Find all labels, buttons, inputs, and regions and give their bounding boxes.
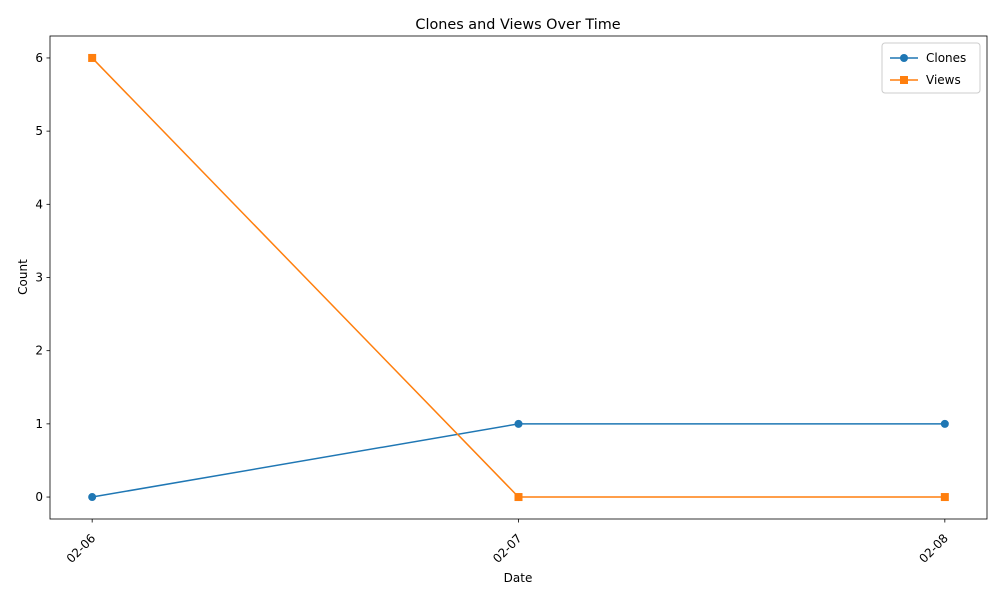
data-point-clones — [88, 493, 97, 502]
y-axis-label: Count — [16, 259, 30, 295]
axes-frame — [49, 35, 988, 520]
legend-label-views: Views — [926, 73, 961, 87]
x-axis-label: Date — [504, 571, 533, 585]
y-tick-label: 4 — [35, 197, 43, 211]
legend-marker-clones — [900, 54, 908, 62]
y-tick-label: 1 — [35, 417, 43, 431]
data-point-views — [88, 53, 97, 62]
data-point-clones — [940, 419, 949, 428]
legend: Clones Views — [881, 42, 981, 94]
y-tick-label: 5 — [35, 124, 43, 138]
data-point-views — [940, 493, 949, 502]
data-point-views — [514, 493, 523, 502]
y-tick-label: 3 — [35, 271, 43, 285]
y-tick-label: 2 — [35, 344, 43, 358]
legend-label-clones: Clones — [926, 51, 966, 65]
y-tick-label: 0 — [35, 490, 43, 504]
y-tick-label: 6 — [35, 51, 43, 65]
data-point-clones — [514, 419, 523, 428]
chart-title: Clones and Views Over Time — [415, 17, 620, 33]
legend-marker-views — [900, 76, 908, 84]
